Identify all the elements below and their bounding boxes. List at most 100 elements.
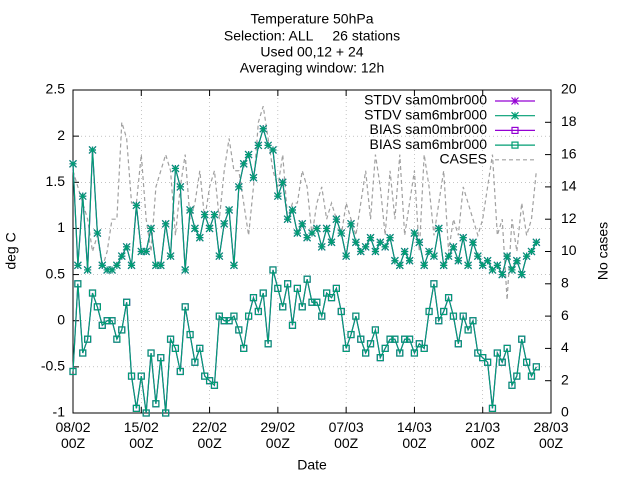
x-tick-label: 29/02 00Z xyxy=(260,419,296,451)
marker xyxy=(78,192,87,201)
marker xyxy=(88,289,97,297)
marker xyxy=(264,141,273,150)
marker xyxy=(532,238,541,247)
marker xyxy=(279,303,287,311)
marker xyxy=(240,344,248,352)
marker xyxy=(210,381,219,389)
marker xyxy=(527,372,536,380)
marker xyxy=(512,256,521,265)
marker xyxy=(254,141,263,150)
marker xyxy=(117,252,126,261)
marker xyxy=(122,242,131,251)
x-tick-label: 07/03 00Z xyxy=(328,419,364,451)
y2-tick-label: 12 xyxy=(561,210,577,226)
marker xyxy=(425,307,433,316)
marker xyxy=(171,164,180,173)
marker xyxy=(483,256,492,265)
chart-title: Used 00,12 + 24 xyxy=(260,44,363,60)
marker xyxy=(459,312,467,320)
y2-tick-label: 16 xyxy=(561,145,577,161)
marker xyxy=(269,146,277,154)
marker xyxy=(225,317,233,325)
marker xyxy=(259,124,268,133)
marker xyxy=(517,270,526,279)
y2-tick-label: 8 xyxy=(561,275,569,291)
marker xyxy=(410,229,419,237)
marker xyxy=(440,307,448,316)
plot-frame xyxy=(72,89,552,414)
marker xyxy=(449,312,458,320)
marker xyxy=(327,238,336,247)
series-line xyxy=(72,269,537,414)
marker xyxy=(337,229,346,237)
marker xyxy=(147,224,155,233)
marker xyxy=(225,206,234,214)
marker xyxy=(444,294,453,302)
marker xyxy=(83,266,92,274)
x-tick-label: 21/03 00Z xyxy=(465,419,501,451)
marker xyxy=(396,349,404,357)
marker xyxy=(391,335,399,343)
marker xyxy=(332,215,341,224)
marker xyxy=(152,400,160,408)
y-tick-label: 2.5 xyxy=(46,81,66,97)
marker xyxy=(273,192,282,201)
marker xyxy=(351,238,360,247)
y2-axis-label: No cases xyxy=(595,222,611,280)
marker xyxy=(132,404,141,412)
marker xyxy=(518,335,526,343)
y-tick-label: 1.5 xyxy=(46,173,66,189)
marker xyxy=(112,261,121,270)
marker xyxy=(511,97,519,105)
marker xyxy=(371,247,380,256)
marker xyxy=(317,242,326,251)
marker xyxy=(522,252,531,261)
marker xyxy=(181,303,189,311)
marker xyxy=(235,326,243,334)
marker xyxy=(342,344,350,352)
marker xyxy=(278,178,287,187)
marker xyxy=(79,349,87,357)
marker xyxy=(493,261,502,270)
marker xyxy=(371,326,380,334)
marker xyxy=(498,358,506,366)
marker xyxy=(308,229,316,237)
marker xyxy=(196,344,204,352)
marker xyxy=(201,372,209,380)
y2-tick-label: 20 xyxy=(561,81,577,97)
marker xyxy=(366,233,375,242)
marker xyxy=(118,326,126,334)
marker xyxy=(376,238,385,247)
marker xyxy=(410,349,419,357)
marker xyxy=(103,317,111,325)
x-tick-label: 15/02 00Z xyxy=(123,419,159,451)
marker xyxy=(479,354,487,362)
marker xyxy=(244,312,253,320)
marker xyxy=(376,354,384,362)
marker xyxy=(195,233,204,242)
marker xyxy=(103,266,112,274)
legend-label: STDV sam6mbr000 xyxy=(364,106,487,122)
marker xyxy=(108,317,116,325)
marker xyxy=(532,363,540,371)
marker xyxy=(523,358,531,366)
marker xyxy=(511,126,519,135)
marker xyxy=(171,344,180,352)
marker xyxy=(176,182,185,191)
marker xyxy=(93,303,101,311)
marker xyxy=(264,340,272,348)
marker xyxy=(474,349,482,357)
marker xyxy=(147,349,155,357)
marker xyxy=(347,330,355,339)
marker xyxy=(69,159,77,168)
marker xyxy=(337,307,345,316)
y-tick-label: -1 xyxy=(53,404,66,420)
marker xyxy=(434,224,443,233)
marker xyxy=(98,261,107,270)
legend-label: BIAS sam6mbr000 xyxy=(370,136,488,152)
marker xyxy=(186,330,194,339)
marker xyxy=(357,335,365,343)
marker xyxy=(511,111,519,120)
marker xyxy=(161,219,170,228)
marker xyxy=(108,266,116,274)
